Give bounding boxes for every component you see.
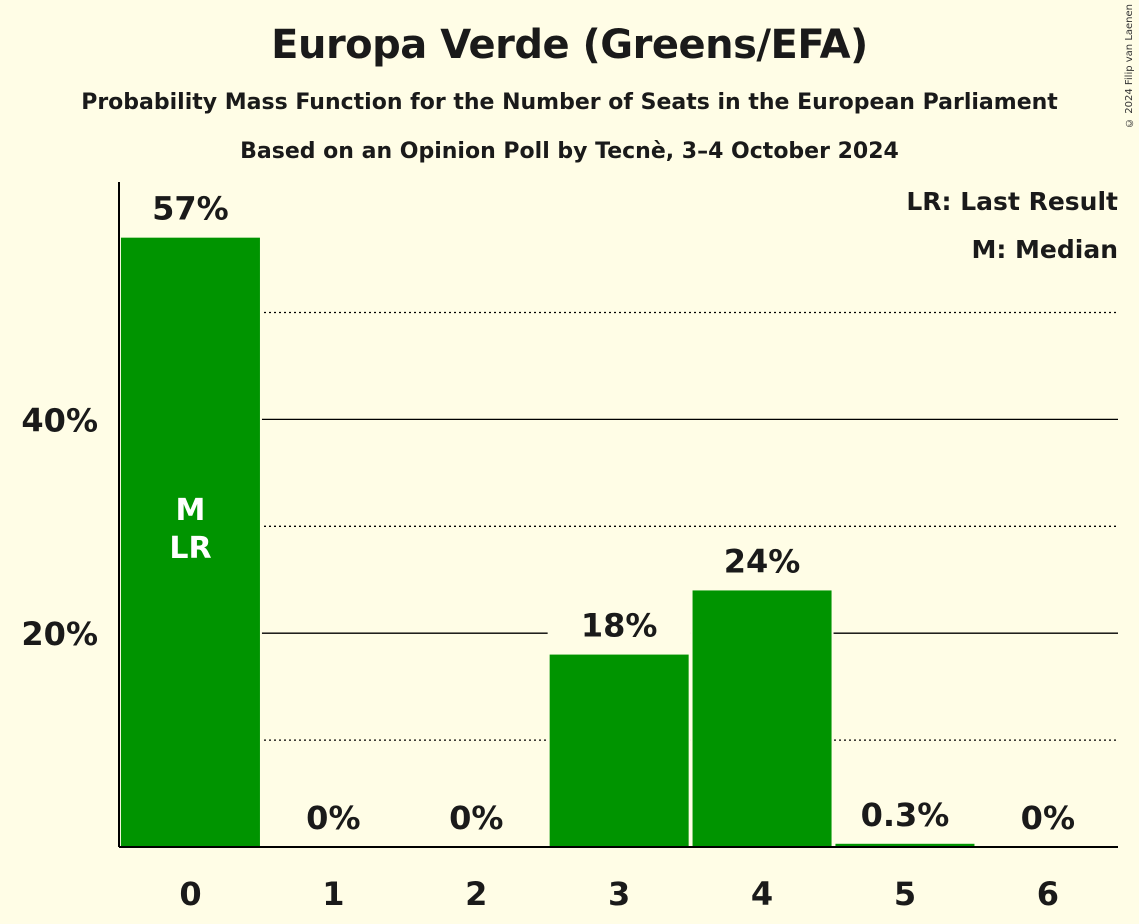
bar-0 — [120, 237, 260, 848]
x-tick-label: 6 — [1037, 875, 1059, 913]
value-label-0: 57% — [152, 190, 229, 228]
legend-entry: M: Median — [971, 235, 1118, 264]
value-label-5: 0.3% — [861, 796, 950, 834]
bar-3 — [549, 654, 689, 847]
in-bar-label: LR — [169, 531, 211, 566]
legend-entry: LR: Last Result — [906, 187, 1118, 216]
value-label-2: 0% — [449, 799, 503, 837]
axes: 20% 40% 0 1 2 3 4 5 6 — [21, 182, 1118, 913]
value-label-4: 24% — [724, 542, 801, 580]
x-tick-label: 1 — [322, 875, 344, 913]
x-tick-label: 5 — [894, 875, 916, 913]
bar-halo — [833, 795, 977, 847]
x-tick-label: 4 — [751, 875, 773, 913]
in-bar-label: M — [176, 493, 206, 528]
bars — [118, 189, 977, 848]
chart-subtitle: Probability Mass Function for the Number… — [81, 90, 1058, 115]
bar-4 — [692, 590, 832, 847]
legend: LR: Last Result M: Median — [906, 187, 1118, 264]
value-labels: 57% 0% 0% 18% 24% 0.3% 0% MLR — [152, 190, 1075, 837]
x-tick-label: 0 — [179, 875, 201, 913]
chart-title: Europa Verde (Greens/EFA) — [271, 22, 868, 68]
chart-subtitle-poll: Based on an Opinion Poll by Tecnè, 3–4 O… — [240, 139, 899, 164]
bar-5 — [835, 843, 975, 847]
value-label-6: 0% — [1021, 799, 1075, 837]
value-label-1: 0% — [306, 799, 360, 837]
y-tick-label: 40% — [21, 401, 98, 439]
value-label-3: 18% — [581, 607, 658, 645]
y-tick-label: 20% — [21, 615, 98, 653]
x-tick-label: 3 — [608, 875, 630, 913]
x-tick-label: 2 — [465, 875, 487, 913]
